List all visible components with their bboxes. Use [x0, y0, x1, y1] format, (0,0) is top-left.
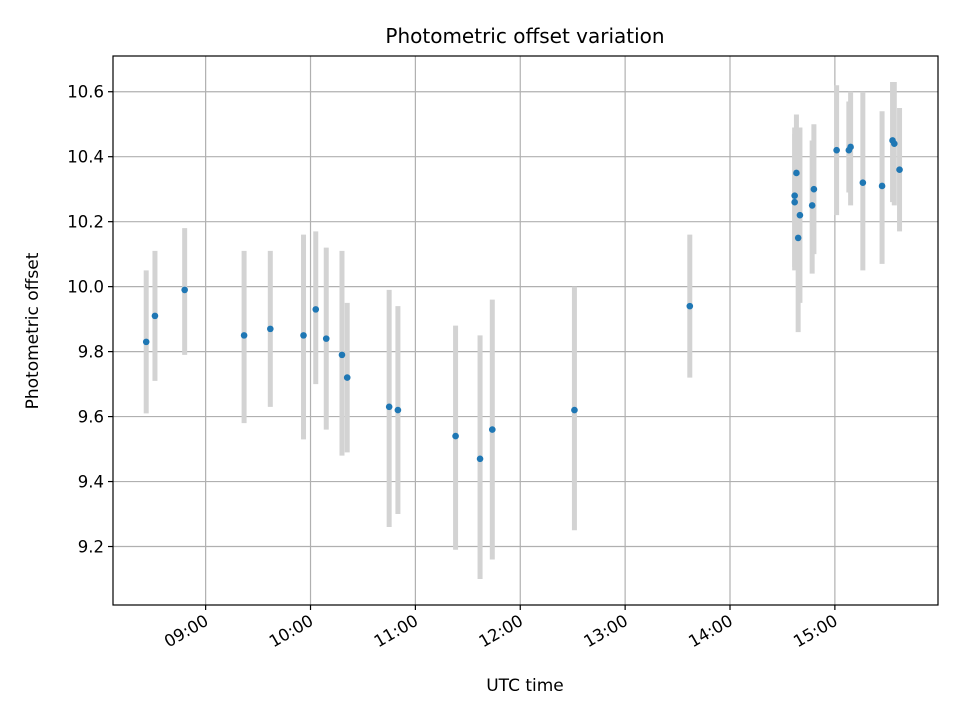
- data-point: [488, 426, 496, 433]
- data-point: [793, 169, 800, 177]
- data-point: [385, 403, 393, 411]
- data-points: [142, 137, 903, 463]
- data-point: [878, 182, 886, 190]
- data-point: [452, 432, 459, 440]
- data-point: [810, 185, 818, 193]
- plot-frame: [112, 55, 939, 606]
- y-tick-label: 10.6: [67, 83, 104, 102]
- data-point: [312, 306, 320, 313]
- data-point: [859, 179, 867, 186]
- data-point: [891, 140, 898, 148]
- data-point: [796, 211, 804, 219]
- chart-title: Photometric offset variation: [385, 24, 664, 48]
- data-point: [791, 192, 798, 199]
- data-point: [394, 406, 402, 414]
- data-point: [476, 455, 484, 463]
- y-tick-label: 9.6: [78, 408, 104, 427]
- data-point: [833, 146, 840, 154]
- data-point: [686, 302, 694, 310]
- y-axis-label: Photometric offset: [23, 252, 43, 409]
- data-point: [267, 325, 274, 333]
- y-axis-ticks: 9.2 9.4 9.6 9.8 10.0 10.2 10.4 10.6: [67, 83, 113, 557]
- y-tick-label: 9.2: [78, 538, 104, 557]
- data-point: [142, 338, 150, 346]
- data-point: [794, 234, 802, 242]
- grid: [113, 56, 938, 605]
- data-point: [338, 351, 346, 359]
- data-point: [791, 198, 798, 206]
- data-point: [896, 166, 903, 173]
- data-point: [343, 374, 351, 381]
- y-tick-label: 10.2: [67, 213, 104, 232]
- data-point: [151, 312, 159, 320]
- x-axis-label: UTC time: [486, 676, 564, 696]
- data-point: [300, 332, 307, 339]
- data-point: [847, 143, 854, 151]
- y-tick-label: 10.4: [67, 148, 104, 167]
- y-tick-label: 9.8: [78, 343, 104, 362]
- data-point: [322, 335, 330, 342]
- data-point: [240, 332, 248, 339]
- data-point: [571, 406, 578, 414]
- data-point: [181, 286, 188, 294]
- y-tick-label: 10.0: [67, 278, 104, 297]
- data-point: [808, 202, 816, 209]
- y-tick-label: 9.4: [78, 473, 104, 492]
